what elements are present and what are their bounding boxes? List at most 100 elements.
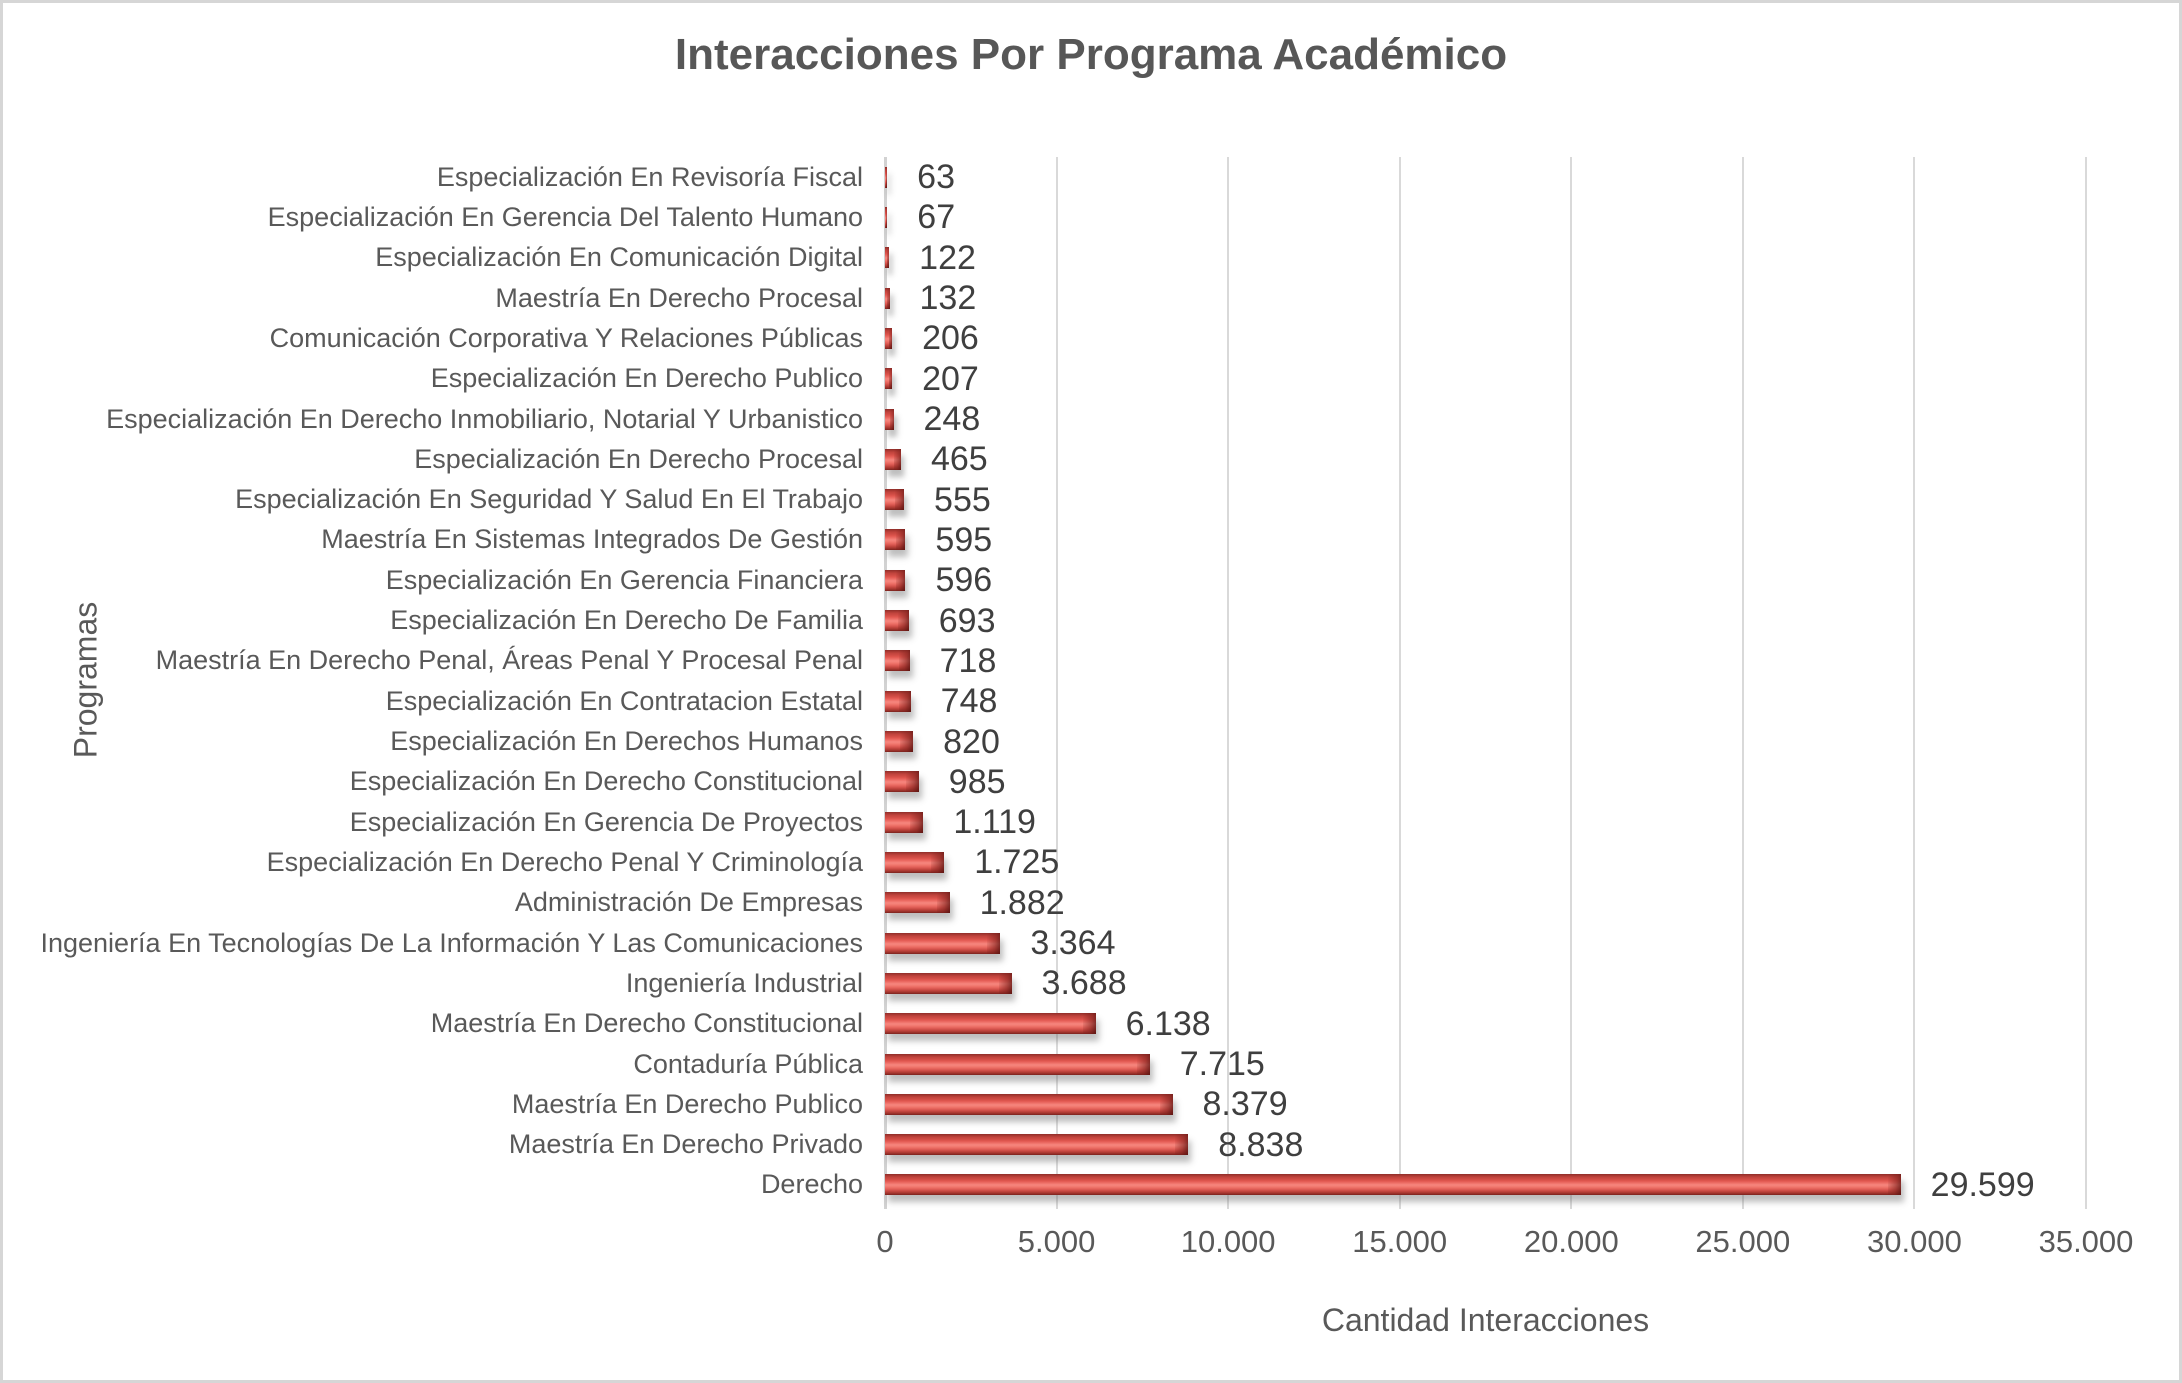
category-label: Ingeniería Industrial xyxy=(625,967,863,998)
bar xyxy=(885,206,888,228)
bar xyxy=(885,529,906,551)
gridline xyxy=(1741,157,1744,1209)
bar-value-label: 1.725 xyxy=(974,843,1060,882)
bar-value-label: 67 xyxy=(917,198,956,237)
category-labels-column: Especialización En Revisoría Fiscal Espec… xyxy=(0,157,863,1205)
x-tick-label: 25.000 xyxy=(1695,1224,1791,1259)
bar-row: 3.364 xyxy=(885,923,2086,963)
bar xyxy=(885,247,890,269)
bar xyxy=(885,287,890,309)
category-label: Maestría En Derecho Penal, Áreas Penal Y… xyxy=(155,645,863,676)
bar-value-label: 3.364 xyxy=(1030,924,1116,963)
category-label: Especialización En Revisoría Fiscal xyxy=(436,161,863,192)
bar xyxy=(885,892,950,914)
category-label: Especialización En Contratacion Estatal xyxy=(385,685,863,716)
category-label: Maestría En Sistemas Integrados De Gesti… xyxy=(321,524,863,555)
bar-value-label: 555 xyxy=(934,480,991,519)
category-label: Especialización En Derecho De Familia xyxy=(390,605,863,636)
bar-value-label: 63 xyxy=(917,158,955,197)
category-label: Administración De Empresas xyxy=(514,887,863,918)
gridline xyxy=(2085,157,2087,1209)
bar-row: 3.688 xyxy=(885,963,2086,1003)
bar-row: 1.882 xyxy=(885,883,2086,923)
bar-row: 748 xyxy=(885,681,2086,721)
category-label: Especialización En Derecho Publico xyxy=(430,363,863,394)
x-axis-title: Cantidad Interacciones xyxy=(1321,1302,1650,1338)
bar xyxy=(885,569,906,591)
bar-row: 122 xyxy=(885,238,2086,278)
bar-value-label: 122 xyxy=(919,238,976,277)
category-label: Maestría En Derecho Constitucional xyxy=(430,1008,863,1039)
bar-value-label: 748 xyxy=(940,682,998,721)
category-label: Especialización En Derechos Humanos xyxy=(390,726,863,757)
bar xyxy=(885,650,910,672)
bar xyxy=(885,1174,1901,1196)
x-axis-tick-row: 0 5.000 10.000 15.000 20.000 25.000 30.000 35.0… xyxy=(876,1224,2133,1266)
bar-value-label: 207 xyxy=(922,359,979,398)
bar-value-label: 985 xyxy=(948,762,1006,801)
bar-row: 985 xyxy=(885,762,2086,802)
bar-row: 1.725 xyxy=(885,842,2086,882)
bar-value-label: 1.882 xyxy=(979,883,1065,922)
category-label: Especialización En Gerencia De Proyectos xyxy=(349,806,863,837)
category-label: Especialización En Derecho Penal Y Crimi… xyxy=(266,846,863,877)
x-tick-label: 0 xyxy=(876,1224,894,1259)
bar-row: 1.119 xyxy=(885,802,2086,842)
bar-row: 595 xyxy=(885,520,2086,560)
x-tick-label: 10.000 xyxy=(1180,1224,1276,1259)
bar xyxy=(885,1013,1096,1035)
x-tick-label: 20.000 xyxy=(1523,1224,1619,1259)
gridline xyxy=(1570,157,1573,1209)
x-tick-label: 15.000 xyxy=(1352,1224,1448,1259)
category-label: Especialización En Derecho Constituciona… xyxy=(349,766,863,797)
bar-row: 596 xyxy=(885,560,2086,600)
bar xyxy=(885,368,893,390)
bar-value-label: 3.688 xyxy=(1041,964,1127,1003)
bar-value-label: 718 xyxy=(939,641,997,680)
bar-value-label: 248 xyxy=(923,400,981,439)
x-tick-label: 35.000 xyxy=(2038,1224,2134,1259)
bar xyxy=(885,731,914,753)
bar xyxy=(885,972,1012,994)
category-label: Maestría En Derecho Privado xyxy=(508,1129,863,1160)
gridline xyxy=(1227,157,1230,1209)
bar-row: 132 xyxy=(885,278,2086,318)
bar-value-label: 8.838 xyxy=(1218,1125,1304,1164)
bar-value-label: 206 xyxy=(922,319,979,358)
bar-value-label: 29.599 xyxy=(1930,1165,2035,1204)
category-label: Especialización En Derecho Inmobiliario,… xyxy=(106,403,863,434)
bar-row: 7.715 xyxy=(885,1044,2086,1084)
bar-value-label: 7.715 xyxy=(1179,1045,1265,1084)
bar-row: 8.379 xyxy=(885,1084,2086,1124)
bar-rows-column: 63 67 122 132 206 207 248 465 555 595 596 693 718 748… xyxy=(885,157,2086,1205)
bar xyxy=(885,166,888,188)
category-label: Maestría En Derecho Procesal xyxy=(495,282,863,313)
bar-row: 465 xyxy=(885,439,2086,479)
bar-row: 718 xyxy=(885,641,2086,681)
bar-row: 206 xyxy=(885,318,2086,358)
bar-value-label: 595 xyxy=(935,520,993,559)
bar xyxy=(885,851,945,873)
category-label: Comunicación Corporativa Y Relaciones Pú… xyxy=(269,322,863,353)
bar-row: 207 xyxy=(885,359,2086,399)
bar-value-label: 8.379 xyxy=(1202,1085,1288,1124)
bar-row: 693 xyxy=(885,600,2086,640)
bar-value-label: 596 xyxy=(935,561,993,600)
bar-row: 248 xyxy=(885,399,2086,439)
bar-value-label: 820 xyxy=(943,722,1000,761)
bar-value-label: 465 xyxy=(930,440,988,479)
gridline xyxy=(1913,157,1916,1209)
bar-row: 6.138 xyxy=(885,1004,2086,1044)
bar-row: 63 xyxy=(885,157,2086,197)
category-label: Derecho xyxy=(760,1169,863,1200)
bar-value-label: 1.119 xyxy=(953,803,1036,842)
bar xyxy=(885,489,905,511)
gridline xyxy=(1398,157,1401,1209)
bar-value-label: 693 xyxy=(938,601,996,640)
bar-row: 29.599 xyxy=(885,1165,2086,1205)
bar-value-label: 6.138 xyxy=(1125,1004,1211,1043)
bar xyxy=(885,610,909,632)
category-label: Contaduría Pública xyxy=(633,1048,863,1079)
category-label: Especialización En Derecho Procesal xyxy=(414,443,863,474)
